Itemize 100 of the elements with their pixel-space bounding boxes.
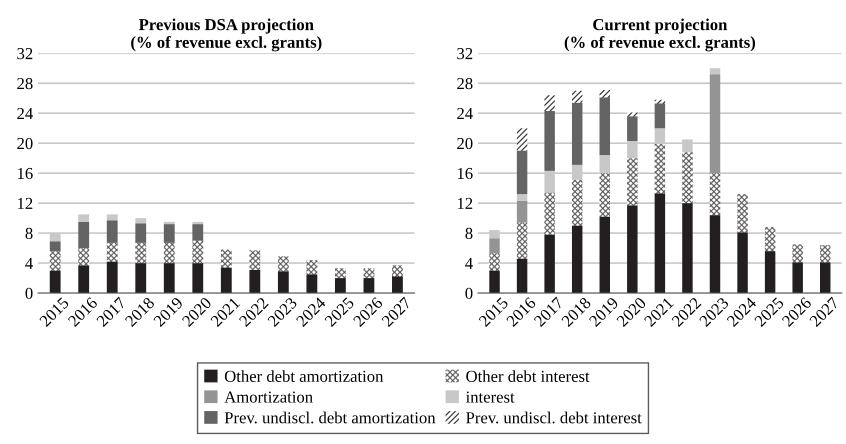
bar	[192, 240, 204, 264]
legend-label: Prev. undiscl. debt interest	[466, 412, 642, 424]
bar	[820, 245, 830, 262]
y-tick-label: 28	[457, 78, 472, 90]
y-tick-label: 4	[465, 258, 473, 269]
y-tick-label: 28	[17, 78, 33, 90]
bar	[50, 241, 61, 252]
bar	[544, 110, 555, 171]
bar	[710, 74, 720, 174]
bar	[489, 270, 500, 294]
y-tick-label: 8	[465, 228, 472, 240]
bar	[627, 112, 638, 116]
bar	[764, 251, 776, 294]
y-tick-label: 32	[457, 48, 472, 60]
y-tick-label: 0	[465, 288, 472, 299]
bar	[306, 274, 318, 294]
bar	[737, 232, 748, 294]
bar	[278, 256, 289, 272]
y-tick-label: 12	[18, 198, 32, 209]
y-tick-label: 12	[458, 198, 472, 209]
bar	[516, 222, 528, 259]
bar	[50, 270, 61, 294]
bar	[106, 262, 118, 294]
bar	[249, 270, 260, 294]
bar	[78, 214, 90, 222]
chart-title: Previous DSA projection (% of revenue excl. grants)	[131, 18, 322, 52]
legend-label: Other debt amortization	[224, 370, 384, 382]
y-tick-label: 4	[25, 258, 33, 269]
legend-label: interest	[466, 391, 515, 403]
bar	[654, 103, 666, 128]
bar	[792, 262, 803, 294]
bar	[164, 263, 175, 294]
bar	[363, 268, 374, 278]
bar	[306, 260, 318, 274]
bar	[682, 203, 693, 294]
bar	[710, 173, 720, 216]
bar	[106, 242, 118, 262]
y-tick-label: 20	[457, 138, 472, 150]
bar	[392, 276, 403, 294]
chart-title: Current projection (% of revenue excl. grants)	[564, 18, 756, 52]
bar	[278, 271, 289, 294]
bar	[220, 268, 232, 294]
bar	[737, 194, 748, 232]
bar	[106, 214, 118, 220]
y-tick-label: 24	[17, 108, 33, 120]
bar	[489, 238, 500, 254]
bar	[654, 100, 666, 104]
bar	[78, 222, 90, 248]
y-tick-label: 16	[458, 168, 473, 180]
bar	[164, 242, 175, 264]
legend-label: Prev. undiscl. debt amortization	[224, 412, 436, 424]
bar	[572, 102, 582, 165]
y-tick-label: 0	[26, 288, 33, 299]
bar	[516, 258, 528, 294]
bar	[135, 218, 146, 224]
bar	[392, 265, 403, 277]
bar	[363, 278, 374, 294]
bar	[600, 173, 610, 217]
bar	[489, 253, 500, 271]
bar	[627, 205, 638, 294]
bar	[135, 242, 146, 264]
legend-label: Other debt interest	[466, 370, 590, 382]
bar	[710, 68, 720, 74]
bar	[516, 128, 528, 151]
bar	[334, 278, 346, 294]
bar	[682, 152, 693, 204]
bar	[50, 251, 61, 271]
bar	[544, 192, 555, 235]
bar	[78, 248, 90, 266]
bar	[164, 224, 175, 243]
bar	[627, 158, 638, 206]
bar	[220, 250, 232, 268]
bar	[516, 194, 528, 201]
bar	[78, 265, 90, 294]
bar	[710, 215, 720, 294]
bar	[820, 262, 830, 294]
bar	[600, 216, 610, 294]
bar	[334, 268, 346, 278]
bar	[600, 97, 610, 156]
bar	[106, 220, 118, 243]
y-tick-label: 32	[17, 48, 32, 60]
bar	[135, 263, 146, 294]
bar	[249, 250, 260, 270]
bar	[654, 193, 666, 294]
bar	[654, 144, 666, 194]
bar	[792, 244, 803, 262]
bar	[544, 234, 555, 294]
bar	[544, 95, 555, 111]
y-tick-label: 8	[26, 228, 33, 240]
bar	[516, 150, 528, 194]
bar	[572, 90, 582, 103]
bar	[192, 263, 204, 294]
bar	[764, 227, 776, 252]
bar	[192, 224, 204, 241]
legend-label: Amortization	[224, 391, 313, 403]
bar	[516, 200, 528, 223]
bar	[600, 90, 610, 98]
y-tick-label: 16	[18, 168, 33, 180]
y-tick-label: 24	[457, 108, 473, 120]
bar	[627, 116, 638, 141]
